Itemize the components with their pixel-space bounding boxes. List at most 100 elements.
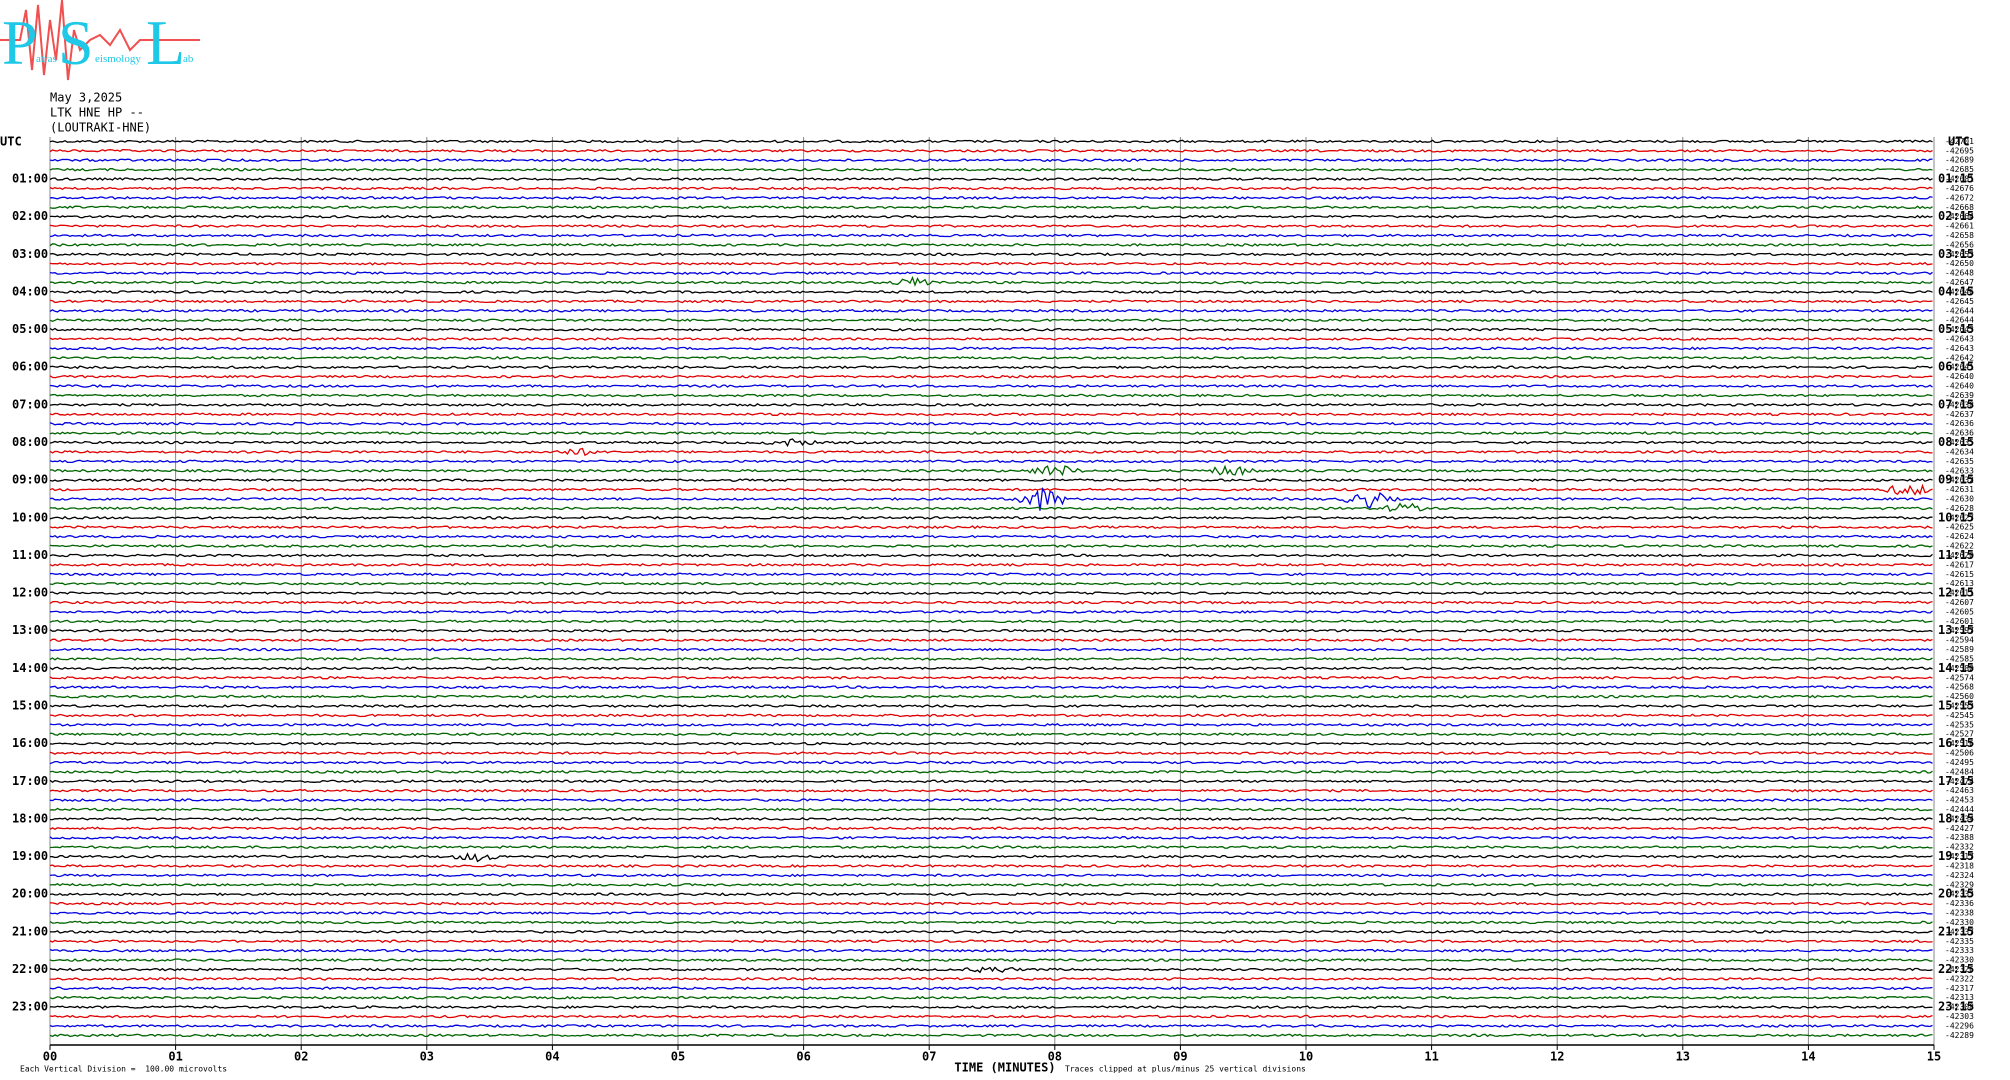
hour-label: 08:00 bbox=[12, 435, 48, 449]
trace-offset: -42658 bbox=[1945, 231, 1974, 240]
trace-offset: -42645 bbox=[1945, 297, 1974, 306]
hour-label: 11:15 bbox=[1938, 548, 1974, 562]
trace-offset: -42625 bbox=[1945, 523, 1974, 532]
trace bbox=[49, 346, 1933, 351]
hour-label: 12:00 bbox=[12, 586, 48, 600]
utc-left: UTC bbox=[0, 135, 22, 149]
hour-label: 07:00 bbox=[12, 397, 48, 411]
trace-offset: -42628 bbox=[1945, 504, 1974, 513]
trace bbox=[49, 751, 1933, 755]
trace-offset: -42434 bbox=[1945, 814, 1974, 823]
trace-offset: -42643 bbox=[1945, 325, 1974, 334]
trace-offset: -42336 bbox=[1945, 899, 1974, 908]
trace-offset: -42463 bbox=[1945, 786, 1974, 795]
trace bbox=[49, 788, 1933, 793]
trace-offset: -42506 bbox=[1945, 749, 1974, 758]
trace bbox=[49, 544, 1933, 548]
trace-offset: -42643 bbox=[1945, 335, 1974, 344]
hour-label: 16:15 bbox=[1938, 736, 1974, 750]
trace bbox=[49, 572, 1933, 577]
trace bbox=[50, 214, 1933, 219]
trace bbox=[49, 694, 1933, 699]
trace-offset: -42535 bbox=[1945, 720, 1974, 729]
trace-offset: -42317 bbox=[1945, 852, 1974, 861]
trace bbox=[49, 826, 1933, 831]
trace-offset: -42636 bbox=[1945, 419, 1974, 428]
trace bbox=[49, 657, 1933, 661]
hour-label: 06:00 bbox=[12, 360, 48, 374]
trace bbox=[49, 195, 1933, 200]
trace-offset: -42568 bbox=[1945, 683, 1974, 692]
trace bbox=[49, 447, 1933, 457]
trace bbox=[49, 374, 1933, 379]
trace-offset: -42676 bbox=[1945, 184, 1974, 193]
x-tick-label: 07 bbox=[922, 1050, 936, 1064]
trace bbox=[49, 308, 1933, 313]
trace-offset: -42640 bbox=[1945, 382, 1974, 391]
trace-offset: -42388 bbox=[1945, 833, 1974, 842]
station-name: (LOUTRAKI-HNE) bbox=[50, 121, 151, 135]
x-tick-label: 13 bbox=[1676, 1050, 1690, 1064]
trace-offset: -42617 bbox=[1945, 560, 1974, 569]
trace bbox=[49, 177, 1933, 181]
hour-label: 03:00 bbox=[12, 247, 48, 261]
trace bbox=[49, 1005, 1933, 1010]
trace-offset: -42484 bbox=[1945, 767, 1974, 776]
x-tick-label: 08 bbox=[1048, 1050, 1062, 1064]
trace-offset: -42650 bbox=[1945, 259, 1974, 268]
trace bbox=[49, 421, 1933, 426]
trace bbox=[49, 438, 1933, 448]
trace-offset: -42637 bbox=[1945, 410, 1974, 419]
hour-label: 17:15 bbox=[1938, 774, 1974, 788]
logo-letter: P bbox=[2, 7, 38, 78]
trace-offset: -42527 bbox=[1945, 730, 1974, 739]
trace bbox=[49, 224, 1933, 228]
trace-offset: -42330 bbox=[1945, 918, 1974, 927]
trace bbox=[49, 873, 1933, 878]
x-tick-label: 02 bbox=[294, 1050, 308, 1064]
hour-label: 21:15 bbox=[1938, 924, 1974, 938]
trace bbox=[49, 930, 1933, 934]
trace bbox=[49, 882, 1933, 887]
trace-offset: -42701 bbox=[1945, 137, 1974, 146]
trace bbox=[49, 732, 1933, 737]
trace bbox=[49, 167, 1933, 172]
trace bbox=[49, 412, 1933, 417]
trace-offset: -42648 bbox=[1945, 269, 1974, 278]
trace-offset: -42642 bbox=[1945, 353, 1974, 362]
trace-offset: -42631 bbox=[1945, 485, 1974, 494]
trace-offset: -42329 bbox=[1945, 880, 1974, 889]
trace-offset: -42613 bbox=[1945, 579, 1974, 588]
trace bbox=[49, 966, 1933, 974]
trace bbox=[49, 986, 1933, 991]
trace-offset: -42308 bbox=[1945, 1003, 1974, 1012]
trace-offset: -42647 bbox=[1945, 278, 1974, 287]
trace bbox=[49, 610, 1933, 614]
x-tick-label: 05 bbox=[671, 1050, 685, 1064]
trace bbox=[49, 337, 1933, 341]
trace bbox=[49, 327, 1933, 332]
trace-offset: -42333 bbox=[1945, 946, 1974, 955]
logo-letter: L bbox=[146, 7, 185, 78]
trace bbox=[49, 403, 1933, 407]
trace bbox=[49, 186, 1933, 191]
trace bbox=[49, 1024, 1933, 1028]
hour-label: 18:15 bbox=[1938, 811, 1974, 825]
trace-offset: -42545 bbox=[1945, 711, 1974, 720]
trace-offset: -42495 bbox=[1945, 758, 1974, 767]
trace-offset: -42427 bbox=[1945, 824, 1974, 833]
trace bbox=[50, 275, 1933, 287]
x-tick-label: 15 bbox=[1927, 1050, 1941, 1064]
trace bbox=[49, 502, 1933, 513]
trace bbox=[49, 242, 1933, 247]
hour-label: 19:00 bbox=[12, 849, 48, 863]
trace-offset: -42580 bbox=[1945, 664, 1974, 673]
trace-offset: -42636 bbox=[1945, 429, 1974, 438]
hour-label: 15:00 bbox=[12, 699, 48, 713]
trace-offset: -42634 bbox=[1945, 447, 1974, 456]
trace-offset: -42585 bbox=[1945, 654, 1974, 663]
hour-label: 04:15 bbox=[1938, 284, 1974, 298]
trace bbox=[49, 252, 1933, 257]
trace-offset: -42644 bbox=[1945, 306, 1974, 315]
